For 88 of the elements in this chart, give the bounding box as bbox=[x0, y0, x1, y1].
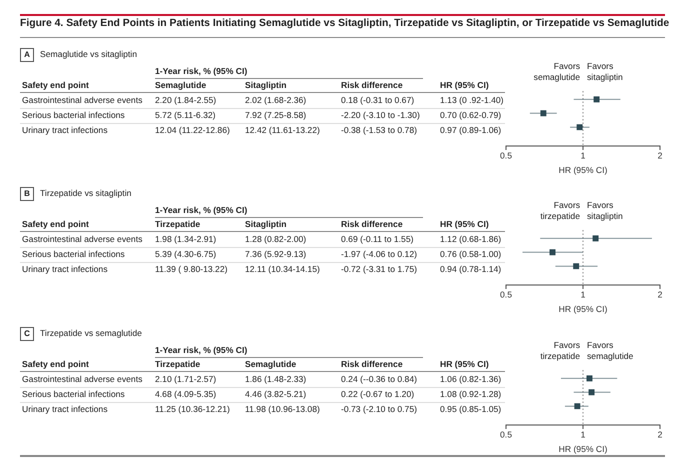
text: -2.20 (-3.10 to -1.30) bbox=[341, 109, 420, 121]
data-label: 1.12 (0.68-1.86) bbox=[440, 233, 502, 245]
text: 11.39 ( 9.80-13.22) bbox=[155, 263, 228, 275]
text: 5.39 (4.30-6.75) bbox=[155, 248, 216, 260]
x-axis-title: HR (95% CI) bbox=[558, 165, 608, 176]
x-tick-label: 0.5 bbox=[500, 430, 512, 440]
text: 1.98 (1.34-2.91) bbox=[155, 233, 216, 245]
text: Tirzepatide vs semaglutide bbox=[40, 327, 142, 339]
category-label: Serious bacterial infections bbox=[22, 249, 125, 259]
text: Semaglutide bbox=[155, 79, 206, 91]
data-label: 1.08 (0.92-1.28) bbox=[440, 388, 502, 400]
text: 12.04 (11.22-12.86) bbox=[155, 124, 230, 136]
text: Sitagliptin bbox=[245, 218, 287, 230]
x-tick-label: 1 bbox=[580, 430, 586, 440]
x-axis-title: HR (95% CI) bbox=[558, 304, 608, 314]
text: 1-Year risk, % (95% CI) bbox=[155, 344, 248, 356]
category-label: Urinary tract infections bbox=[22, 404, 108, 414]
x-tick-label: 0.5 bbox=[500, 150, 512, 161]
text: -0.72 (-3.31 to 1.75) bbox=[341, 263, 417, 275]
text: -0.38 (-1.53 to 0.78) bbox=[341, 124, 417, 136]
x-tick-label: 2 bbox=[658, 150, 663, 161]
text: HR (95% CI) bbox=[440, 218, 489, 230]
text: -1.97 (-4.06 to 0.12) bbox=[341, 248, 417, 260]
text: 12.42 (11.61-13.22) bbox=[245, 124, 320, 136]
text: Semaglutide bbox=[245, 358, 296, 370]
text: 0.69 (-0.11 to 1.55) bbox=[341, 233, 414, 245]
text: 7.92 (7.25-8.58) bbox=[245, 109, 306, 121]
x-axis-title: HR (95% CI) bbox=[558, 444, 608, 454]
text: Favors tirzepatide bbox=[539, 200, 580, 222]
text: Semaglutide vs sitagliptin bbox=[40, 48, 137, 60]
x-tick-label: 0.5 bbox=[500, 290, 512, 300]
text: A bbox=[20, 48, 34, 62]
text: 0.22 (-0.67 to 1.20) bbox=[341, 388, 414, 400]
category-label: Urinary tract infections bbox=[22, 264, 108, 274]
text: B bbox=[20, 187, 34, 201]
category-label: Gastrointestinal adverse events bbox=[22, 234, 142, 244]
data-label: 1.13 (0 .92-1.40) bbox=[440, 94, 504, 106]
text: Favors sitagliptin bbox=[587, 61, 624, 83]
text: Favors tirzepatide bbox=[539, 340, 580, 362]
text: Safety end point bbox=[22, 218, 89, 230]
text: Risk difference bbox=[341, 218, 403, 230]
text: 4.68 (4.09-5.35) bbox=[155, 388, 216, 400]
text: Favors semaglutide bbox=[587, 340, 634, 362]
data-label: 0.70 (0.62-0.79) bbox=[440, 109, 502, 121]
text: 11.98 (10.96-13.08) bbox=[245, 403, 320, 415]
text: Sitagliptin bbox=[245, 79, 287, 91]
text: 2.02 (1.68-2.36) bbox=[245, 94, 306, 106]
text: HR (95% CI) bbox=[440, 79, 489, 91]
text: -0.73 (-2.10 to 0.75) bbox=[341, 403, 417, 415]
category-label: Gastrointestinal adverse events bbox=[22, 374, 142, 384]
category-label: Serious bacterial infections bbox=[22, 110, 125, 120]
text: 0.24 (--0.36 to 0.84) bbox=[341, 373, 417, 385]
text: 2.10 (1.71-2.57) bbox=[155, 373, 216, 385]
text: Tirzepatide bbox=[155, 358, 200, 370]
text: 1.86 (1.48-2.33) bbox=[245, 373, 306, 385]
text: Figure 4. Safety End Points in Patients Initiating Semaglutide vs Sitagliptin, Tirzepatide vs Sitagliptin, or Tirzepatide vs Semaglutide bbox=[20, 18, 670, 29]
text: Favors semaglutide bbox=[532, 61, 580, 83]
data-label: 0.76 (0.58-1.00) bbox=[440, 248, 502, 260]
text: 11.25 (10.36-12.21) bbox=[155, 403, 230, 415]
data-label: 0.94 (0.78-1.14) bbox=[440, 263, 502, 275]
data-label: 0.95 (0.85-1.05) bbox=[440, 403, 502, 415]
data-label: 1.06 (0.82-1.36) bbox=[440, 373, 502, 385]
x-tick-label: 1 bbox=[580, 150, 586, 161]
text: 5.72 (5.11-6.32) bbox=[155, 109, 216, 121]
text: 1.28 (0.82-2.00) bbox=[245, 233, 306, 245]
category-label: Urinary tract infections bbox=[22, 125, 108, 135]
text: Risk difference bbox=[341, 79, 403, 91]
x-tick-label: 2 bbox=[658, 430, 663, 440]
data-label: 0.97 (0.89-1.06) bbox=[440, 124, 502, 136]
text: 4.46 (3.82-5.21) bbox=[245, 388, 306, 400]
text: 12.11 (10.34-14.15) bbox=[245, 263, 320, 275]
text: Favors sitagliptin bbox=[587, 200, 624, 222]
text: 1-Year risk, % (95% CI) bbox=[155, 204, 248, 216]
text: Safety end point bbox=[22, 79, 89, 91]
text: HR (95% CI) bbox=[440, 358, 489, 370]
text: Risk difference bbox=[341, 358, 403, 370]
text: Tirzepatide bbox=[155, 218, 200, 230]
text: C bbox=[20, 327, 34, 341]
category-label: Serious bacterial infections bbox=[22, 389, 125, 399]
x-tick-label: 1 bbox=[580, 290, 586, 300]
text: 7.36 (5.92-9.13) bbox=[245, 248, 306, 260]
text: 1-Year risk, % (95% CI) bbox=[155, 65, 248, 77]
text: 0.18 (-0.31 to 0.67) bbox=[341, 94, 414, 106]
x-tick-label: 2 bbox=[658, 290, 663, 300]
text: 2.20 (1.84-2.55) bbox=[155, 94, 216, 106]
category-label: Gastrointestinal adverse events bbox=[22, 95, 142, 105]
text: Safety end point bbox=[22, 358, 89, 370]
text: Tirzepatide vs sitagliptin bbox=[40, 187, 132, 199]
